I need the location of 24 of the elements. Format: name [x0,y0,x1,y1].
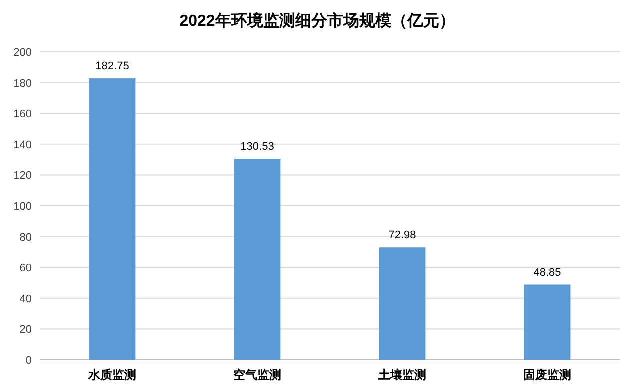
y-tick-label: 120 [14,170,32,182]
bar [524,284,571,360]
y-tick-label: 0 [26,355,32,367]
data-label: 48.85 [534,266,562,279]
x-tick-label: 固废监测 [524,368,572,382]
y-tick-label: 160 [14,108,32,121]
bar [89,78,136,360]
y-tick-label: 80 [20,232,32,244]
y-tick-label: 140 [14,139,32,152]
y-tick-label: 100 [14,201,32,213]
chart-title: 2022年环境监测细分市场规模（亿元） [180,11,456,30]
y-tick-label: 40 [20,293,32,306]
data-label: 130.53 [240,140,274,153]
x-tick-label: 水质监测 [88,368,136,382]
x-tick-label: 土壤监测 [378,368,426,382]
y-tick-label: 200 [14,47,32,59]
data-label: 182.75 [96,60,130,73]
data-label: 72.98 [388,230,416,242]
y-tick-label: 20 [20,324,32,336]
bar [379,248,426,360]
y-tick-label: 60 [20,262,32,275]
y-tick-label: 180 [14,78,32,90]
x-tick-label: 空气监测 [234,368,282,382]
bar [234,158,281,360]
